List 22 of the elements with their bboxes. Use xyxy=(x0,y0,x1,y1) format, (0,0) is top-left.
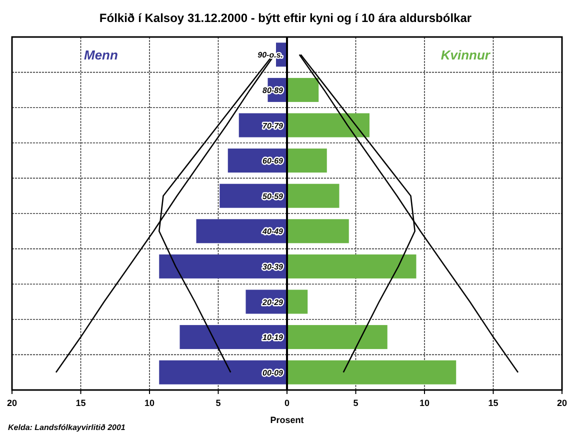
y-tick-label: 00-09 xyxy=(262,368,284,378)
y-tick-label: 40-49 xyxy=(262,227,284,236)
x-tick-label: 10 xyxy=(419,398,430,408)
text: Kvinnur xyxy=(440,48,491,63)
x-tick-label: 5 xyxy=(216,398,221,408)
y-tick-label: 70-79 xyxy=(262,121,284,130)
y-tick-label: 60-69 xyxy=(262,156,284,166)
x-tick-label: 0 xyxy=(284,398,290,408)
text: Kelda: Landsfólkayvirlitið 2001 xyxy=(8,423,126,432)
text: Menn xyxy=(84,48,118,63)
x-tick-label: 10 xyxy=(144,398,155,408)
chart-title: Fólkið í Kalsoy 31.12.2000 - býtt eftir kyni og í 10 ára aldursbólkar xyxy=(99,11,472,25)
y-tick-label: 50-59 xyxy=(262,192,284,201)
x-tick-label: 15 xyxy=(76,398,86,408)
y-tick-label: 10-19 xyxy=(262,333,284,342)
x-tick-label: 20 xyxy=(556,398,568,408)
x-tick-label: 20 xyxy=(6,398,18,408)
x-tick-label: 15 xyxy=(488,398,498,408)
y-tick-label: 20-29 xyxy=(262,298,284,307)
y-tick-label: 30-39 xyxy=(262,262,284,272)
x-tick-label: 5 xyxy=(353,398,358,408)
x-axis-title: Prosent xyxy=(270,415,304,425)
